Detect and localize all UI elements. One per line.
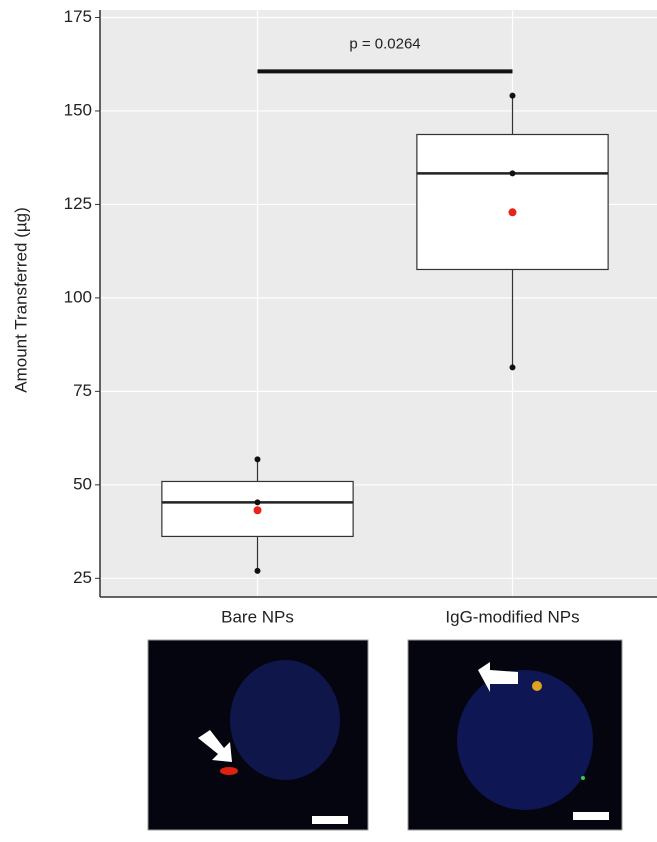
y-tick-label: 50 [73,474,92,493]
scale-bar [573,812,609,820]
y-tick-label: 25 [73,568,92,587]
y-tick-label: 175 [64,7,92,26]
particle [532,681,542,691]
data-point [509,92,516,99]
data-point [254,456,261,463]
data-point [509,364,516,371]
arrow [478,662,518,692]
particle [220,767,238,775]
data-point [254,567,261,574]
y-tick-label: 75 [73,381,92,400]
mean-point [253,506,262,515]
arrow [198,730,232,762]
particle [581,776,585,780]
box [416,133,609,271]
data-point [509,170,516,177]
data-point [254,499,261,506]
y-tick-label: 125 [64,194,92,213]
nucleus [457,670,593,810]
annotation: p = 0.0264 [349,35,420,52]
microscopy-images [147,639,623,831]
nucleus [230,660,340,780]
x-tick-label: IgG-modified NPs [445,607,579,626]
y-tick-label: 150 [64,100,92,119]
y-tick-label: 100 [64,287,92,306]
y-axis-label: Amount Transferred (µg) [11,207,30,393]
scale-bar [312,816,348,824]
x-tick-label: Bare NPs [221,607,294,626]
mean-point [508,208,517,217]
